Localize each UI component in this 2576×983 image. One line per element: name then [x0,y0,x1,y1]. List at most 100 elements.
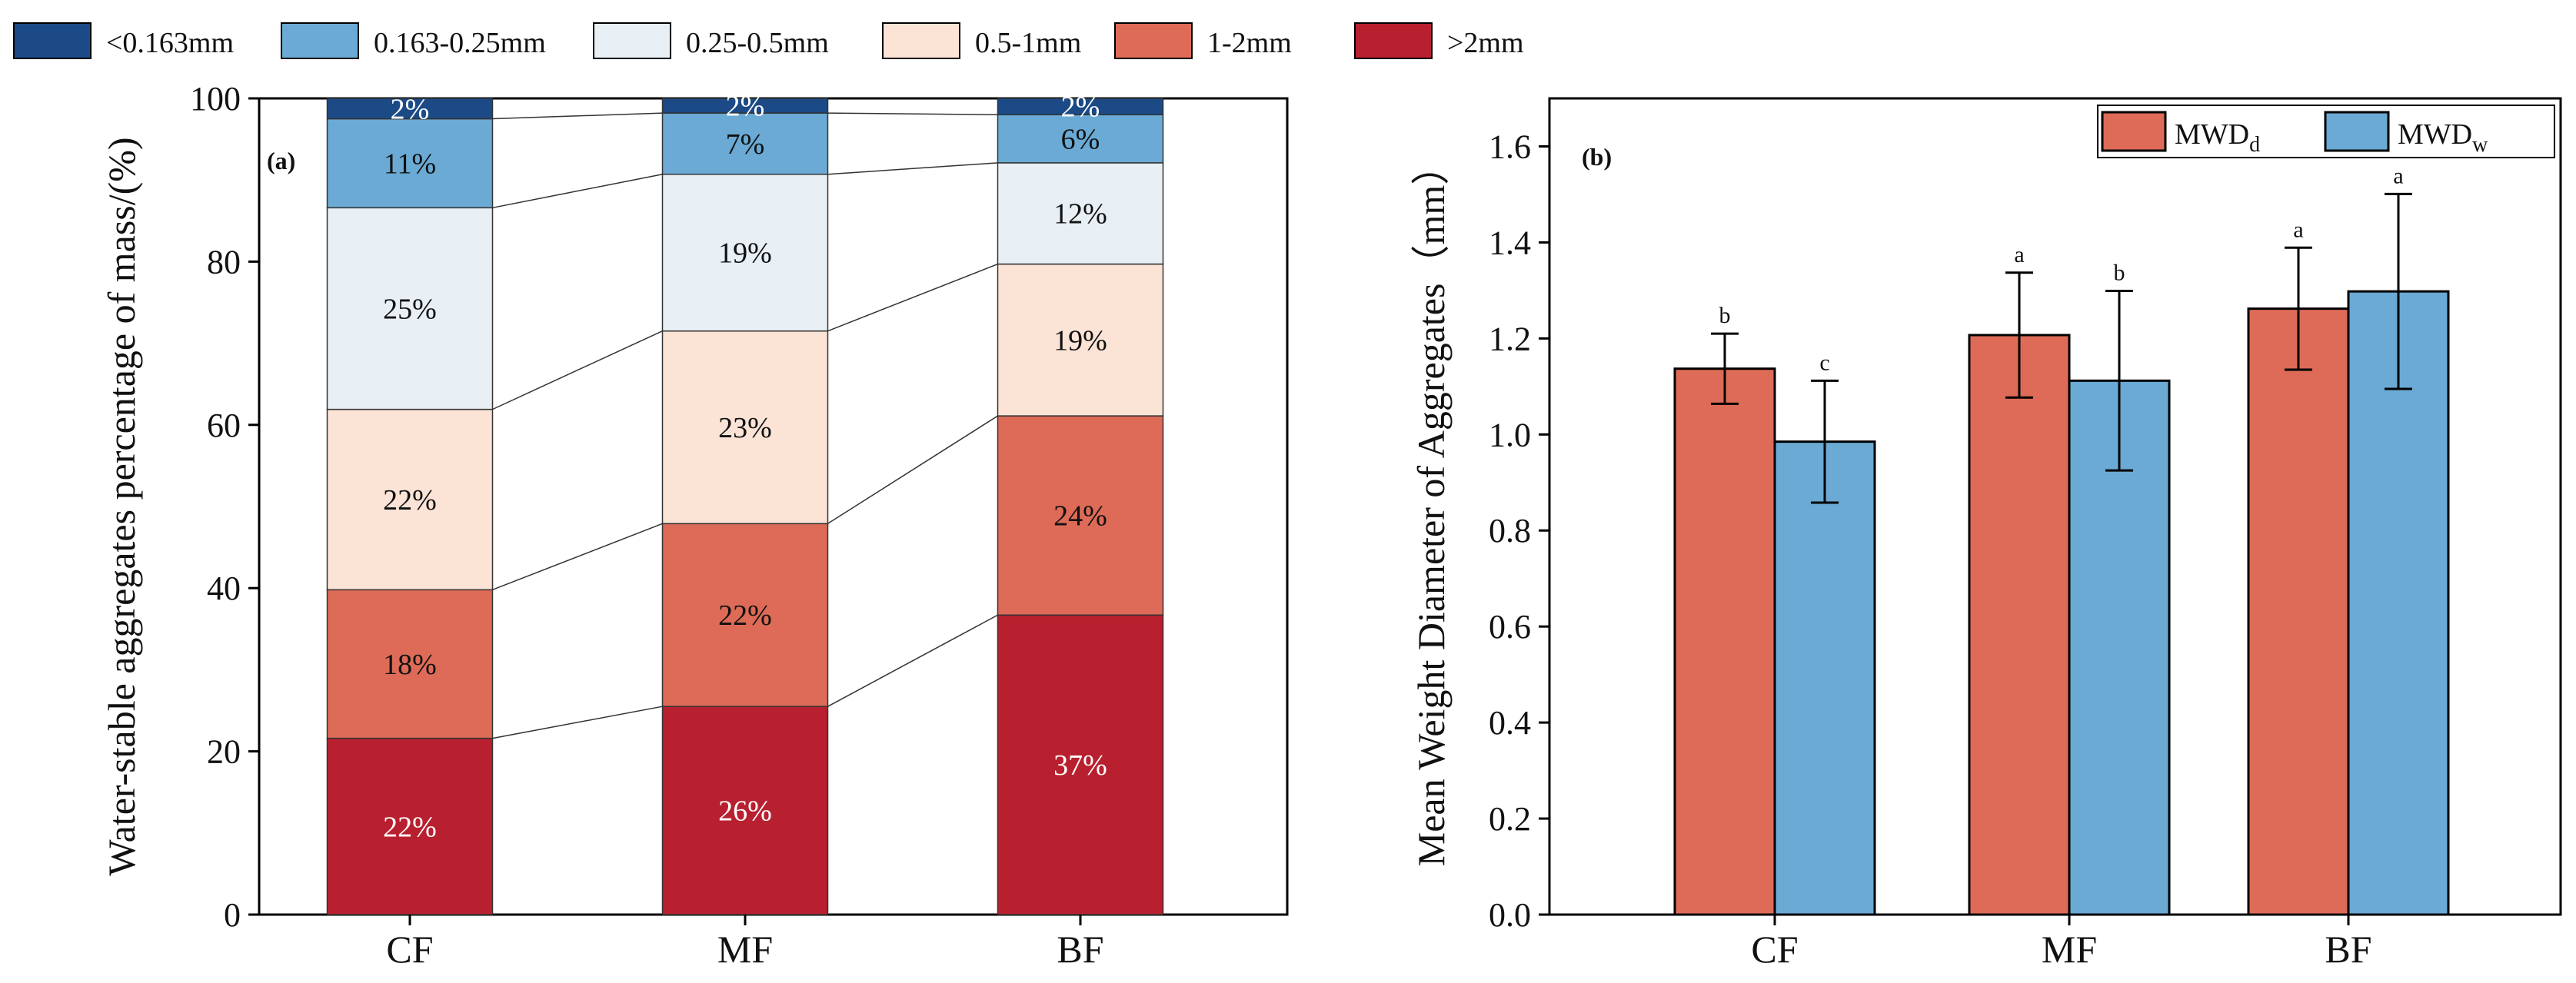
panel-a-connector-4-1 [827,112,998,115]
panel-b-x-tick-label-MF: MF [2042,928,2097,971]
panel-a-y-axis-title: Water-stable aggregates percentage of ma… [100,137,143,875]
panel-a-connector-0-1 [827,614,998,707]
panel-a-bar-segment-BF-5 [997,98,1164,115]
panel-a-segment-label-MF-3: 19% [718,237,772,270]
panel-a-y-tick-label-5: 100 [190,80,241,118]
panel-a-bar-segment-CF-2 [326,408,494,591]
panel-a-bar-segment-CF-3 [326,207,494,410]
panel-a-segment-label-MF-1: 22% [718,599,772,632]
legend-label-4: 1-2mm [1207,27,1292,59]
panel-a-segment-label-CF-1: 18% [383,649,437,681]
panel-a-bar-segment-MF-2 [661,330,829,525]
legend-label-1: 0.163-0.25mm [374,27,546,59]
legend-label-2: 0.25-0.5mm [686,27,829,59]
panel-b-significance-letter-MF-w: b [2114,261,2125,286]
panel-a-segment-label-MF-4: 7% [726,128,765,161]
panel-a-segment-label-MF-5: 2% [726,91,765,123]
panel-b-y-tick-label-4: 0.8 [1489,512,1531,550]
legend-swatch-0 [13,22,92,59]
panel-a-y-tick-label-4: 80 [207,243,241,281]
panel-a-bar-segment-CF-4 [326,118,494,209]
panel-a-connector-1-1 [827,415,998,524]
panel-b-label: (b) [1582,143,1612,171]
legend-label-3: 0.5-1mm [975,27,1081,59]
panel-a-bar-segment-BF-3 [997,162,1164,265]
panel-b-significance-letter-CF-d: b [1719,303,1731,328]
panel-a-x-tick-label-MF: MF [717,928,773,971]
panel-b-legend-swatch-w [2324,111,2390,152]
panel-a-segment-label-BF-5: 2% [1061,91,1100,124]
panel-a-bar-segment-BF-0 [997,614,1164,915]
panel-a-segment-label-MF-2: 23% [718,412,772,444]
panel-a-x-tick-label-BF: BF [1057,928,1103,971]
panel-b-y-tick-label-0: 0.0 [1489,896,1531,934]
panel-b-legend-swatch-d [2101,111,2167,152]
panel-a-y-tick-label-3: 60 [207,407,241,444]
panel-a-bar-segment-MF-4 [661,112,829,175]
panel-b-y-tick-label-2: 0.4 [1489,704,1531,742]
panel-a-segment-label-BF-2: 19% [1053,324,1107,357]
panel-a-segment-label-BF-4: 6% [1061,124,1100,156]
legend-swatch-3 [882,22,960,59]
panel-b-bar-BF-w [2347,290,2450,916]
panel-a-connector-2-1 [827,263,998,332]
panel-b-y-tick-label-1: 0.2 [1489,800,1531,838]
panel-a-stacked-bar-chart: (a) Water-stable aggregates percentage o… [100,80,1289,971]
panel-b-significance-letter-BF-d: a [2293,217,2303,242]
panel-b-bar-CF-w [1773,440,1876,916]
panel-b-y-axis-title: Mean Weight Diameter of Aggregates（mm） [1409,147,1453,866]
legend-swatch-5 [1354,22,1433,59]
panel-b-significance-letter-CF-w: c [1819,350,1829,375]
panel-b-legend-label-w: MWDw [2398,118,2488,157]
panel-a-bar-segment-BF-1 [997,415,1164,616]
panel-b-y-tick-label-3: 0.6 [1489,608,1531,646]
panel-b-x-tick-label-BF: BF [2325,928,2371,971]
panel-a-segment-label-BF-0: 37% [1053,749,1107,782]
panel-a-y-tick-label-1: 20 [207,733,241,771]
panel-a-bar-segment-CF-5 [326,98,494,120]
panel-b-bar-CF-d [1673,367,1776,916]
panel-b-y-tick-label-7: 1.4 [1489,224,1531,261]
panel-b-bar-BF-d [2247,307,2350,916]
legend-swatch-1 [281,22,359,59]
panel-a-connector-0-0 [492,706,663,739]
panel-b-y-tick-label-6: 1.2 [1489,320,1531,357]
panel-b-y-tick-label-8: 1.6 [1489,128,1531,165]
legend-swatch-2 [593,22,671,59]
panel-b-legend-label-d: MWDd [2175,118,2260,157]
panel-a-x-tick-label-CF: CF [386,928,433,971]
panel-a-y-tick-label-0: 0 [224,896,241,934]
panel-a-segment-label-BF-3: 12% [1053,198,1107,231]
panel-a-segment-label-CF-5: 2% [391,93,430,125]
panel-a-connector-2-0 [492,330,663,410]
panel-a-segment-label-CF-0: 22% [383,811,437,843]
panel-a-segment-label-MF-0: 26% [718,795,772,828]
size-class-legend: <0.163mm 0.163-0.25mm 0.25-0.5mm 0.5-1mm 1-2… [13,22,1524,59]
legend-label-5: >2mm [1447,27,1524,59]
panel-a-y-tick-label-2: 40 [207,570,241,607]
panel-a-bar-segment-MF-0 [661,706,829,915]
panel-b-significance-letter-MF-d: a [2014,242,2024,267]
panel-a-connector-1-0 [492,523,663,591]
panel-a-label: (a) [267,147,295,174]
legend-label-0: <0.163mm [106,27,234,59]
panel-b-bar-MF-d [1968,334,2071,916]
panel-a-bar-segment-MF-5 [661,98,829,114]
panel-a-bar-segment-MF-1 [661,523,829,707]
panel-a-connector-3-0 [492,174,663,209]
panel-a-bar-segment-CF-1 [326,589,494,739]
panel-a-segment-label-BF-1: 24% [1053,500,1107,533]
panel-b-bar-chart: (b) Mean Weight Diameter of Aggregates（m… [1409,97,2562,971]
panel-b-significance-letter-BF-w: a [2393,163,2403,188]
panel-a-connector-3-1 [827,162,998,175]
panel-b-x-tick-label-CF: CF [1751,928,1798,971]
panel-a-bar-segment-BF-4 [997,114,1164,164]
panel-a-segment-label-CF-3: 25% [383,293,437,325]
panel-a-segment-label-CF-4: 11% [384,148,436,180]
panel-a-connector-4-0 [492,112,663,120]
legend-swatch-4 [1114,22,1193,59]
panel-a-bar-segment-MF-3 [661,174,829,332]
panel-b-y-tick-label-5: 1.0 [1489,416,1531,453]
panel-a-segment-label-CF-2: 22% [383,484,437,516]
